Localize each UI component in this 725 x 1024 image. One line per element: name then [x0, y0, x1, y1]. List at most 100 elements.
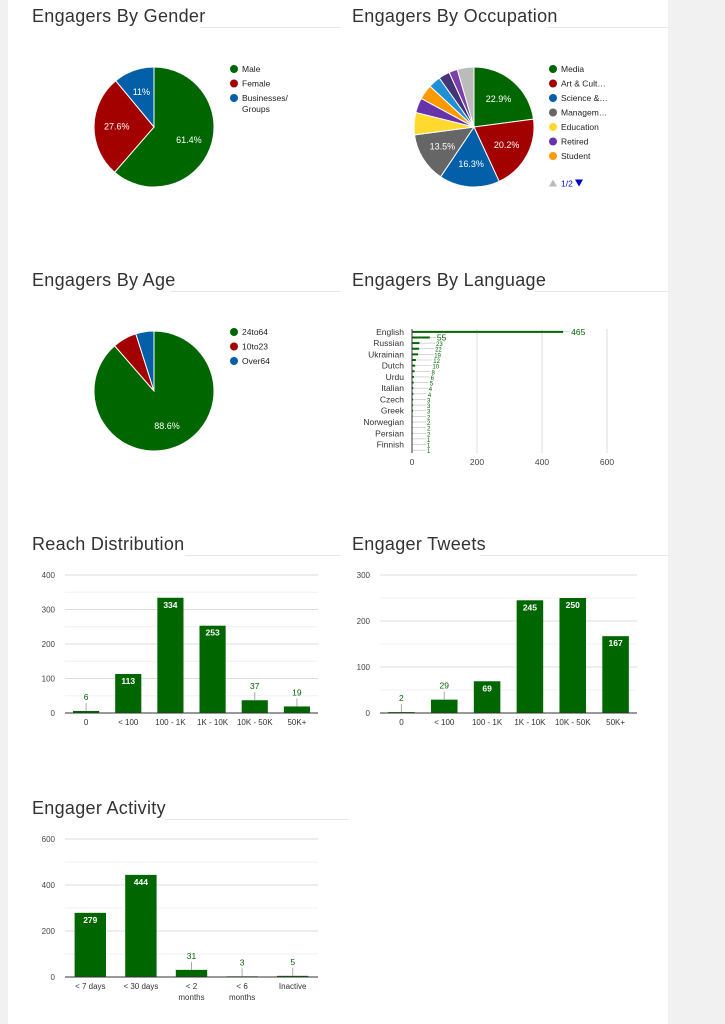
- data-label: 2: [427, 415, 431, 421]
- tick-label: 600: [42, 835, 56, 844]
- data-label: 3: [427, 404, 431, 410]
- divider: [170, 291, 340, 292]
- bar[interactable]: [473, 681, 501, 713]
- category-label: < 100: [434, 718, 455, 727]
- legend-dot: [230, 328, 238, 336]
- legend-label: Male: [242, 64, 261, 74]
- category-label: months: [229, 993, 255, 1002]
- category-label: 0: [399, 718, 404, 727]
- bar[interactable]: [125, 874, 157, 977]
- legend-dot: [549, 94, 557, 102]
- legend-label: 10to23: [242, 342, 268, 352]
- legend-dot: [549, 79, 557, 88]
- slice-label: 27.6%: [104, 122, 130, 132]
- legend-dot: [230, 94, 238, 102]
- pie-slice[interactable]: [439, 125, 500, 188]
- bar[interactable]: [277, 975, 309, 977]
- tick-label: 300: [42, 606, 56, 615]
- legend-dot: [549, 123, 557, 131]
- tick-label: 600: [600, 457, 614, 467]
- data-label: 3: [427, 410, 431, 416]
- data-label: 4: [428, 393, 432, 399]
- title-gender: Engagers By Gender: [32, 6, 206, 26]
- data-label: 6: [431, 376, 435, 382]
- legend-label: 24to64: [242, 327, 268, 337]
- page-up-icon[interactable]: [549, 179, 557, 187]
- pie-slice[interactable]: [113, 66, 215, 188]
- title-age: Engagers By Age: [32, 270, 176, 290]
- bar[interactable]: [157, 597, 184, 713]
- category-label: Italian: [381, 383, 404, 393]
- data-label: 69: [482, 683, 492, 693]
- data-label: 37: [250, 681, 260, 691]
- data-label: 167: [608, 638, 622, 648]
- category-label: Persian: [375, 428, 404, 438]
- page-down-icon[interactable]: [575, 179, 583, 187]
- category-label: < 30 days: [123, 982, 158, 991]
- bar[interactable]: [602, 636, 629, 713]
- bar[interactable]: [559, 598, 587, 713]
- data-label: 5: [290, 957, 295, 967]
- title-tweets: Engager Tweets: [352, 534, 486, 554]
- legend-dot: [549, 137, 557, 146]
- pie-slice[interactable]: [473, 66, 535, 128]
- bar[interactable]: [175, 969, 208, 977]
- tick-label: 200: [357, 617, 371, 626]
- legend-label: Female: [242, 79, 271, 89]
- tick-label: 0: [51, 973, 56, 982]
- legend-label: Over64: [242, 356, 270, 366]
- pie-slice[interactable]: [473, 118, 535, 183]
- bar[interactable]: [283, 706, 310, 713]
- data-label: 29: [440, 681, 450, 691]
- legend-label: Managem…: [561, 108, 607, 118]
- bar[interactable]: [241, 700, 268, 713]
- data-label: 1: [427, 444, 431, 450]
- data-label: 12: [433, 359, 440, 365]
- tick-label: 0: [366, 709, 371, 718]
- tick-label: 0: [51, 709, 56, 718]
- legend-dot: [549, 65, 557, 73]
- tick-label: 400: [42, 571, 56, 580]
- slice-label: 88.6%: [154, 421, 180, 431]
- category-label: Ukrainian: [368, 349, 404, 359]
- data-label: 23: [436, 342, 443, 348]
- data-label: 253: [205, 628, 219, 638]
- category-label: Greek: [381, 406, 405, 416]
- data-label: 113: [121, 676, 135, 686]
- bar[interactable]: [74, 912, 106, 977]
- legend-label: Media: [561, 64, 584, 74]
- data-label: 2: [427, 421, 431, 427]
- category-label: < 7 days: [75, 982, 105, 991]
- data-label: 4: [429, 387, 433, 393]
- data-label: 1: [427, 438, 431, 444]
- tick-label: 200: [470, 457, 484, 467]
- slice-label: 61.4%: [176, 135, 202, 145]
- pie-slice[interactable]: [135, 330, 155, 392]
- data-label: 444: [134, 877, 148, 887]
- data-label: 3: [240, 957, 245, 967]
- legend-dot: [230, 342, 238, 351]
- bar[interactable]: [115, 674, 142, 713]
- left-edge: [0, 0, 8, 1024]
- category-label: Norwegian: [363, 417, 404, 427]
- data-label: 2: [427, 427, 431, 433]
- pie-slice[interactable]: [115, 66, 155, 129]
- category-label: Finnish: [377, 440, 405, 450]
- bar[interactable]: [430, 699, 458, 713]
- legend-page: 1/2: [561, 179, 573, 189]
- bar[interactable]: [516, 600, 544, 713]
- legend-label: Retired: [561, 137, 589, 147]
- tick-label: 100: [357, 663, 371, 672]
- pie-slice[interactable]: [93, 80, 155, 173]
- bar[interactable]: [73, 710, 100, 713]
- category-label: Russian: [373, 338, 404, 348]
- bar[interactable]: [199, 625, 226, 713]
- data-label: 31: [187, 951, 197, 961]
- pie-slice[interactable]: [456, 66, 475, 128]
- data-label: 5: [430, 382, 434, 388]
- data-label: 250: [566, 600, 580, 610]
- data-label: 19: [292, 687, 302, 697]
- data-label: 55: [437, 332, 447, 342]
- legend-label: Businesses/: [242, 93, 288, 103]
